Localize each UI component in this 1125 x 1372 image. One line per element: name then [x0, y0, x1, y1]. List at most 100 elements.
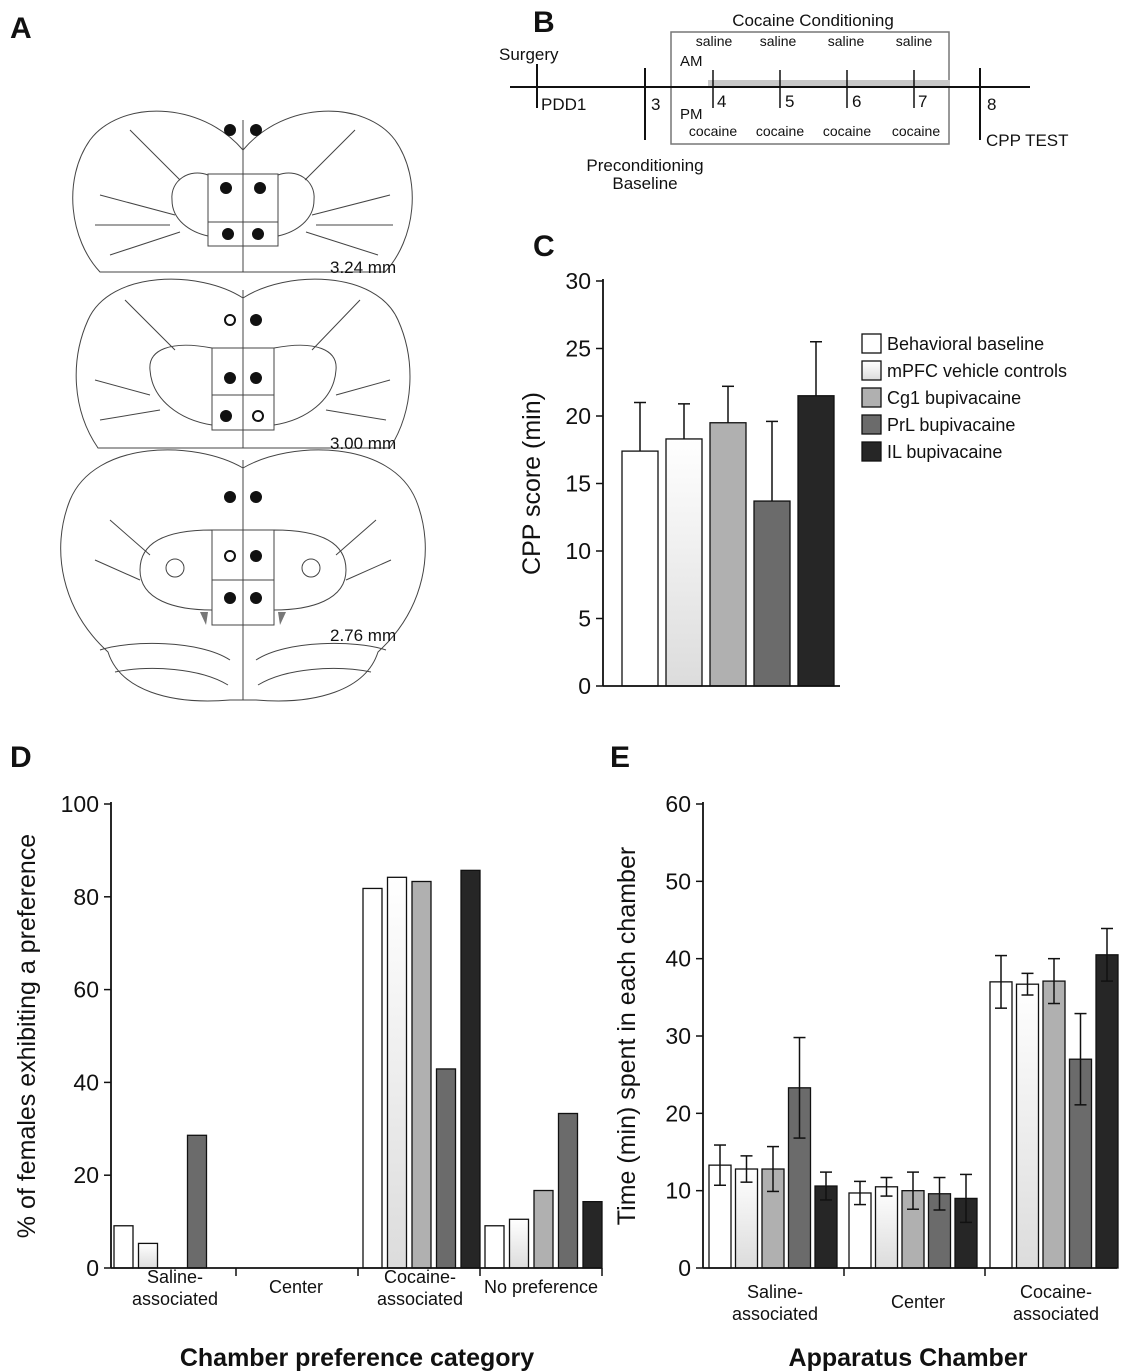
- brain-sections: [60, 110, 426, 702]
- pm-cocaine-label: cocaine: [892, 123, 940, 139]
- category-label: Center: [269, 1277, 323, 1297]
- legend-label: IL bupivacaine: [887, 442, 1002, 462]
- legend-swatch: [861, 414, 882, 435]
- panel-label-d: D: [10, 741, 32, 774]
- preconditioning-label: Preconditioning: [586, 156, 703, 175]
- day-label: 6: [852, 92, 861, 111]
- data-bar: [508, 1218, 530, 1269]
- y-tick-label: 0: [86, 1255, 99, 1281]
- data-bar: [1042, 980, 1066, 1269]
- conditioning-title: Cocaine Conditioning: [732, 11, 894, 30]
- y-tick-label: 50: [665, 868, 691, 894]
- panel-label-c: C: [533, 230, 555, 263]
- data-bar: [113, 1225, 134, 1269]
- y-tick-label: 20: [665, 1100, 691, 1126]
- data-bar: [435, 1068, 457, 1269]
- y-tick-label: 40: [665, 946, 691, 972]
- day-label: 5: [785, 92, 794, 111]
- panel-label-a: A: [10, 12, 32, 45]
- data-bar: [484, 1225, 505, 1269]
- am-label: AM: [680, 53, 703, 70]
- legend-label: mPFC vehicle controls: [887, 361, 1067, 381]
- category-label: associated: [377, 1289, 463, 1309]
- y-tick-label: 30: [565, 268, 591, 294]
- data-bar: [797, 395, 835, 687]
- y-tick-label: 0: [578, 673, 591, 699]
- category-label: Center: [891, 1292, 945, 1312]
- day-label: 4: [717, 92, 726, 111]
- y-axis-title: Time (min) spent in each chamber: [613, 847, 641, 1225]
- category-label: associated: [732, 1304, 818, 1324]
- pm-cocaine-label: cocaine: [689, 123, 737, 139]
- pm-label: PM: [680, 106, 703, 123]
- brain-section-300: [75, 278, 411, 449]
- x-axis-title: Apparatus Chamber: [789, 1344, 1028, 1372]
- am-saline-label: saline: [696, 33, 733, 49]
- data-bar: [665, 438, 703, 687]
- pm-cocaine-label: cocaine: [756, 123, 804, 139]
- baseline-label: Baseline: [612, 174, 677, 193]
- y-tick-label: 25: [565, 336, 591, 362]
- y-tick-label: 30: [665, 1023, 691, 1049]
- data-bar: [557, 1112, 579, 1269]
- category-label: associated: [132, 1289, 218, 1309]
- data-bar: [753, 500, 791, 687]
- infusion-site-markers: [220, 124, 266, 604]
- panel-label-e: E: [610, 741, 630, 774]
- pdd1-label: PDD1: [541, 95, 586, 114]
- day8-label: 8: [987, 95, 996, 114]
- y-tick-label: 0: [678, 1255, 691, 1281]
- category-label: associated: [1013, 1304, 1099, 1324]
- chart-c-cpp-score: 0 5 10 15 20 25 30 CPP score (min) Behavioral ba…: [518, 268, 1067, 699]
- y-tick-label: 60: [73, 977, 99, 1003]
- data-bar: [734, 1168, 759, 1269]
- y-tick-label: 40: [73, 1069, 99, 1095]
- data-bar: [874, 1186, 899, 1269]
- data-bar: [582, 1200, 603, 1269]
- data-bar: [621, 450, 659, 687]
- category-label: No preference: [484, 1277, 598, 1297]
- chart-e-chamber-time: 0 10 20 30 40 50 60 Time (min) spent in each ch…: [613, 791, 1119, 1372]
- section-level-label: 3.24 mm: [330, 258, 396, 277]
- data-bar: [709, 422, 747, 687]
- conditioning-band: [708, 80, 950, 87]
- legend-label: Cg1 bupivacaine: [887, 388, 1021, 408]
- am-saline-label: saline: [896, 33, 933, 49]
- y-tick-label: 5: [578, 606, 591, 632]
- data-bar: [533, 1189, 554, 1269]
- legend-swatch: [861, 441, 882, 462]
- legend-label: PrL bupivacaine: [887, 415, 1015, 435]
- x-axis-title: Chamber preference category: [180, 1344, 534, 1372]
- y-tick-label: 100: [61, 791, 99, 817]
- category-label: Saline-: [147, 1267, 203, 1287]
- category-label: Cocaine-: [384, 1267, 456, 1287]
- data-bar: [137, 1242, 159, 1269]
- experiment-timeline: Surgery PDD1 3 4 5 6 7 8 Cocaine Conditi…: [499, 11, 1069, 193]
- day-label: 7: [918, 92, 927, 111]
- section-level-label: 2.76 mm: [330, 626, 396, 645]
- data-bar: [989, 981, 1013, 1269]
- y-axis-title: CPP score (min): [518, 392, 546, 575]
- am-saline-label: saline: [828, 33, 865, 49]
- pm-cocaine-label: cocaine: [823, 123, 871, 139]
- cpp-test-label: CPP TEST: [986, 131, 1069, 150]
- category-label: Cocaine-: [1020, 1282, 1092, 1302]
- data-bar: [460, 869, 481, 1269]
- y-tick-label: 15: [565, 471, 591, 497]
- data-bar: [1015, 983, 1040, 1269]
- data-bar: [411, 880, 432, 1269]
- legend-swatch: [861, 360, 882, 381]
- y-tick-label: 20: [73, 1162, 99, 1188]
- legend-swatch: [861, 387, 882, 408]
- category-label: Saline-: [747, 1282, 803, 1302]
- y-axis-title: % of females exhibiting a preference: [13, 834, 41, 1238]
- am-saline-label: saline: [760, 33, 797, 49]
- brain-section-324: [72, 110, 413, 273]
- chart-d-preference-percent: 0 20 40 60 80 100 % of females exhibiting a pr…: [13, 791, 603, 1372]
- y-tick-label: 10: [565, 538, 591, 564]
- data-bar: [386, 876, 408, 1269]
- surgery-label: Surgery: [499, 45, 559, 64]
- brain-section-276: [60, 449, 426, 702]
- y-tick-label: 60: [665, 791, 691, 817]
